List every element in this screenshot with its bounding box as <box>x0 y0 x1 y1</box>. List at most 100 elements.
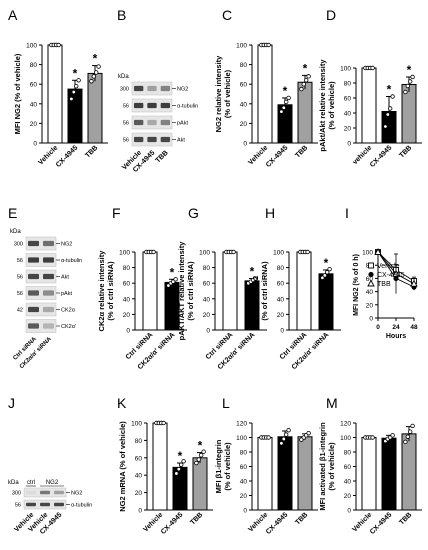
blot-band-b <box>134 119 144 126</box>
kda-marker-j: 56 <box>15 503 21 509</box>
data-point-m <box>410 423 415 429</box>
data-point-c <box>281 105 286 110</box>
y-tick-label-a: 80 <box>30 62 38 69</box>
y-tick-label-m: 60 <box>344 464 352 471</box>
significance-star-f: * <box>170 265 175 279</box>
bar-h-1 <box>318 273 334 331</box>
bar-l-1 <box>277 436 293 511</box>
y-tick-label-l: 60 <box>240 464 248 471</box>
significance-star-c: * <box>283 84 288 98</box>
bar-f-0 <box>142 251 158 331</box>
blot-band-b <box>134 136 144 143</box>
data-point-c <box>279 109 284 114</box>
x-category-label-a: CX-4945 <box>55 144 80 169</box>
blot-band-j <box>54 502 64 507</box>
panel-letter-j: J <box>8 395 15 411</box>
blot-band-e <box>43 273 54 280</box>
bar-l-0 <box>257 437 273 511</box>
panel-letter-m: M <box>326 395 338 411</box>
data-point-a <box>91 74 96 79</box>
data-point-c <box>299 86 304 92</box>
kda-header-j: kDa <box>8 480 19 486</box>
bar-g-0 <box>222 251 238 331</box>
x-category-label-l: CX-4945 <box>265 511 290 536</box>
data-point-m <box>403 439 408 445</box>
y-tick-label-f: 20 <box>123 312 131 319</box>
marker-2 <box>392 269 400 277</box>
kda-marker-e: 56 <box>17 258 23 264</box>
chart-i: 02040608010002448HoursMFI NG2 (% of 0 h)… <box>353 248 418 340</box>
data-point-c <box>266 42 271 48</box>
data-point-d <box>410 74 415 80</box>
y-axis-label-g: pAKT/AKT relative intensity <box>177 241 186 341</box>
kda-marker-b: 300 <box>120 87 129 93</box>
blot-band-b <box>147 85 157 92</box>
x-tick-label-i: 48 <box>410 324 418 331</box>
group-label-j: ctrl <box>27 480 35 486</box>
y-tick-label-c: 40 <box>240 101 248 108</box>
y-axis-label-f: (% of ctrl siRNA) <box>106 261 115 321</box>
y-tick-label-h: 100 <box>273 250 284 257</box>
y-tick-label-k: 0 <box>138 508 142 515</box>
bar-m-2 <box>401 433 417 511</box>
blot-band-e <box>28 240 39 247</box>
chart-l: 0 20 40 60 80 100 120 MFI β1-integrin (% of vehi… <box>214 421 318 536</box>
data-point-l <box>286 428 291 433</box>
bar-d-0 <box>361 67 377 144</box>
y-axis-label-k: NG2 mRNA (% of vehicle) <box>118 421 127 512</box>
band-label-e: Akt <box>61 275 69 281</box>
x-category-label-m: TBB <box>398 511 413 526</box>
blot-e: kDa 300 NG2 56 α-tubulin 56 Akt 56 pAkt 42 CK2α CK2… <box>10 229 82 370</box>
chart-d: 0 20 40 60 80 100 pAkt/Akt relative intensity(… <box>318 59 422 169</box>
kda-marker-j: 300 <box>12 491 21 497</box>
data-point-h <box>325 270 330 275</box>
y-tick-label-d: 0 <box>347 141 351 148</box>
blot-band-e <box>28 323 39 329</box>
blot-band-j <box>26 490 36 495</box>
y-tick-label-c: 60 <box>240 82 248 89</box>
y-tick-label-f: 40 <box>123 296 131 303</box>
y-tick-label-l: 40 <box>240 479 248 486</box>
kda-marker-e: 42 <box>17 308 23 314</box>
significance-star-k: * <box>198 439 203 453</box>
data-point-a <box>73 83 79 89</box>
y-tick-label-l: 80 <box>240 450 248 457</box>
y-tick-label-h: 80 <box>277 265 285 272</box>
data-point-l <box>281 436 286 442</box>
data-point-d <box>385 112 390 117</box>
y-tick-label-l: 120 <box>236 421 247 428</box>
blot-band-j <box>54 490 64 495</box>
data-point-k <box>174 471 179 476</box>
band-label-b: α-tubulin <box>177 104 198 110</box>
y-tick-label-k: 40 <box>135 473 143 480</box>
y-tick-label-h: 40 <box>277 296 285 303</box>
legend-label-2: TBB <box>377 281 391 288</box>
significance-star-c: * <box>303 61 308 75</box>
blot-band-j <box>40 490 50 495</box>
y-tick-label-a: 100 <box>26 43 37 50</box>
y-tick-label-d: 100 <box>340 66 351 73</box>
y-axis-label-c: NG2 relative intensity <box>214 55 223 133</box>
data-point-a <box>69 96 74 102</box>
y-axis-label-m: (% of vehicle) <box>327 442 336 491</box>
data-point-m <box>390 433 395 438</box>
y-tick-label-f: 80 <box>123 265 131 272</box>
data-point-k <box>181 459 186 464</box>
significance-star-d: * <box>407 63 412 77</box>
data-point-d <box>388 106 393 111</box>
panel-letter-d: D <box>326 7 336 23</box>
y-tick-label-d: 40 <box>344 111 352 118</box>
group-label-j: NG2 <box>46 480 59 486</box>
data-point-h <box>322 273 327 278</box>
data-point-c <box>301 81 306 87</box>
data-point-g <box>231 249 236 255</box>
y-axis-label-l: (% of vehicle) <box>223 442 232 491</box>
data-point-m <box>408 429 413 434</box>
x-tick-label-i: 0 <box>376 324 380 331</box>
band-label-b: pAkt <box>177 121 188 127</box>
y-tick-label-g: 0 <box>206 328 210 335</box>
marker-2 <box>410 279 418 287</box>
y-tick-label-i: 100 <box>362 250 373 257</box>
panel-letter-b: B <box>117 7 126 23</box>
x-category-label-d: CX-4945 <box>369 144 394 169</box>
